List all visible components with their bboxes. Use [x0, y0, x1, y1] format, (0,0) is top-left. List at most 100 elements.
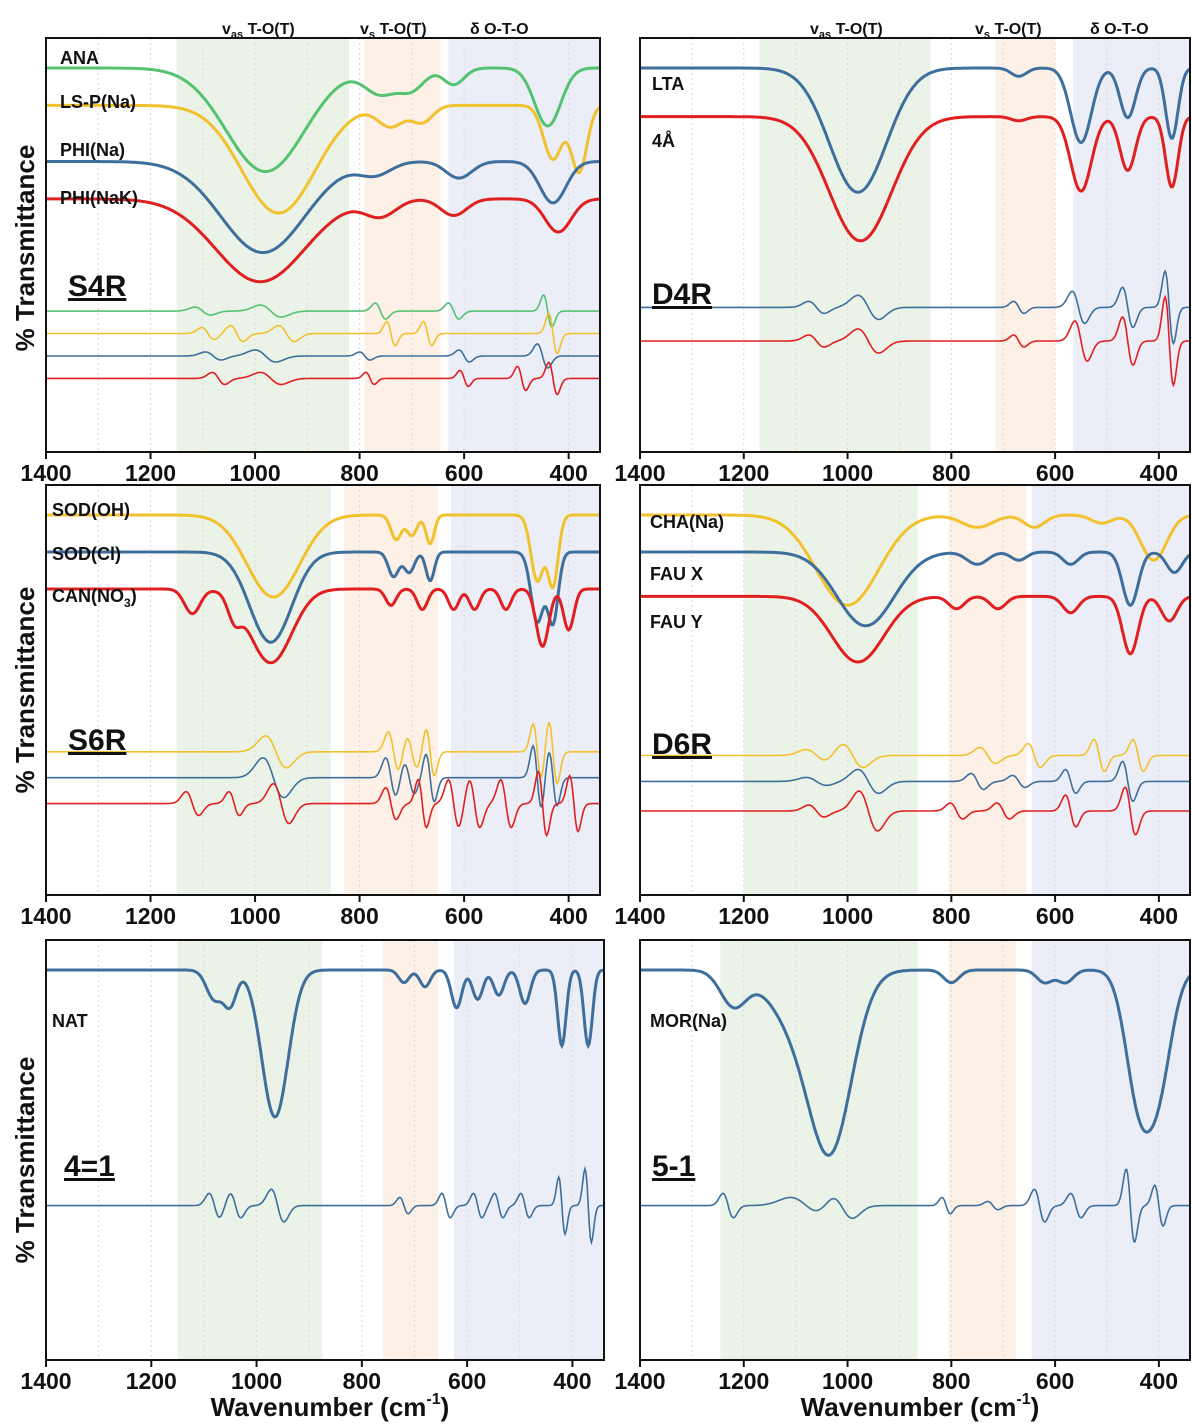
panel-6: 1400 1200 1000 800 600 400 5-1 MOR(Na): [614, 939, 1192, 1394]
spectrum-1: [640, 968, 1192, 1157]
x-axis-title-right: Wavenumber (cm-1): [801, 1391, 1040, 1422]
spectrum-1: [46, 968, 605, 1119]
derivative-5: [46, 293, 600, 329]
panel-tag: D4R: [652, 278, 712, 311]
panel-tag: S6R: [68, 724, 127, 757]
x-tick-label: 800: [340, 903, 378, 929]
y-axis-title-row1: % Transmittance: [10, 145, 40, 352]
derivative-3: [640, 269, 1190, 346]
x-tick-label: 400: [549, 903, 587, 929]
x-tick-label: 1400: [614, 1368, 665, 1394]
panels: 1400 1200 1000 800 600 400 S4R ANA LS-P(Na) PHI(N…: [20, 37, 1192, 1394]
series-label: SOD(Cl): [52, 544, 121, 564]
band-2: [382, 940, 439, 1360]
derivative-2: [46, 1165, 604, 1246]
x-tick-label: 1400: [614, 460, 665, 486]
series-label: ANA: [60, 48, 99, 68]
x-tick-label: 600: [1036, 903, 1074, 929]
panel-tag: 5-1: [652, 1150, 695, 1183]
x-tick-label: 800: [343, 1368, 381, 1394]
spectrum-2: [46, 103, 601, 215]
panel-4: 1400 1200 1000 800 600 400 D6R CHA(Na) FAU X FAU …: [614, 484, 1191, 929]
series-label: PHI(Na): [60, 140, 125, 160]
panel-3: 1400 1200 1000 800 600 400 S6R SOD(OH) SOD(Cl) CA…: [20, 484, 601, 929]
band-2: [343, 485, 438, 895]
band-title-delta-left: δ O-T-O: [470, 21, 529, 38]
x-tick-label: 400: [549, 460, 587, 486]
x-tick-label: 800: [932, 1368, 970, 1394]
x-tick-label: 1200: [718, 460, 769, 486]
derivative-7: [46, 343, 600, 369]
x-tick-label: 800: [932, 903, 970, 929]
x-tick-label: 400: [553, 1368, 591, 1394]
spectrum-2: [640, 115, 1191, 243]
band-3: [1031, 940, 1190, 1360]
band-2: [364, 38, 441, 452]
x-tick-label: 600: [448, 1368, 486, 1394]
spectrum-2: [46, 550, 600, 644]
derivative-5: [46, 744, 600, 809]
x-tick-label: 400: [1140, 1368, 1178, 1394]
x-tick-label: 1000: [231, 1368, 282, 1394]
x-tick-label: 1200: [125, 460, 176, 486]
x-tick-label: 1000: [229, 460, 280, 486]
x-tick-label: 1000: [822, 1368, 873, 1394]
spectrum-3: [46, 587, 600, 665]
derivative-4: [640, 738, 1190, 773]
panel-5: 1400 1200 1000 800 600 400 4=1 NAT: [20, 939, 605, 1394]
band-2: [948, 485, 1027, 895]
y-axis-title-row2: % Transmittance: [10, 587, 40, 794]
series-label: LS-P(Na): [60, 92, 136, 112]
band-2: [948, 940, 1017, 1360]
x-tick-label: 1000: [822, 460, 873, 486]
panel-tag: 4=1: [64, 1150, 115, 1183]
series-label: FAU Y: [650, 612, 703, 632]
x-tick-label: 1000: [229, 903, 280, 929]
spectrum-1: [640, 513, 1191, 607]
panel-tag: S4R: [68, 270, 127, 303]
band-1: [720, 940, 918, 1360]
derivative-4: [46, 721, 600, 786]
x-tick-label: 1200: [718, 1368, 769, 1394]
x-tick-label: 1200: [718, 903, 769, 929]
x-tick-label: 1400: [20, 460, 71, 486]
series-label: SOD(OH): [52, 500, 130, 520]
series-label: CAN(NO3): [52, 586, 137, 610]
derivative-6: [46, 770, 600, 838]
spectrum-3: [640, 594, 1191, 664]
plot-frame: [639, 37, 1191, 453]
x-tick-label: 400: [1140, 460, 1178, 486]
x-tick-label: 1400: [614, 903, 665, 929]
x-tick-label: 1400: [20, 903, 71, 929]
series-label: LTA: [652, 74, 684, 94]
band-title-delta-right: δ O-T-O: [1090, 21, 1149, 38]
y-axis-title-row3: % Transmittance: [10, 1057, 40, 1264]
spectrum-1: [46, 66, 600, 173]
panel-tag: D6R: [652, 728, 712, 761]
x-tick-label: 1400: [20, 1368, 71, 1394]
band-title-vs-right: vs T-O(T): [975, 21, 1042, 41]
derivative-6: [46, 312, 600, 355]
panel-2: 1400 1200 1000 800 600 400 D4R LTA 4Å: [614, 37, 1191, 486]
x-tick-label: 600: [1036, 460, 1074, 486]
series-label: FAU X: [650, 564, 703, 584]
band-title-vs-left: vs T-O(T): [360, 21, 427, 41]
x-tick-label: 400: [1140, 903, 1178, 929]
x-tick-label: 600: [445, 460, 483, 486]
band-3: [1073, 38, 1190, 452]
band-2: [995, 38, 1056, 452]
band-1: [177, 940, 323, 1360]
x-tick-label: 1200: [125, 903, 176, 929]
spectrum-1: [640, 66, 1191, 194]
derivative-4: [640, 294, 1190, 388]
panel-1: 1400 1200 1000 800 600 400 S4R ANA LS-P(Na) PHI(N…: [20, 37, 601, 486]
series-label: 4Å: [652, 131, 675, 151]
x-tick-label: 800: [932, 460, 970, 486]
derivative-2: [640, 1168, 1190, 1243]
band-3: [451, 485, 600, 895]
band-3: [453, 940, 604, 1360]
x-tick-label: 600: [1036, 1368, 1074, 1394]
derivative-6: [640, 786, 1190, 836]
plot-frame: [45, 37, 601, 453]
